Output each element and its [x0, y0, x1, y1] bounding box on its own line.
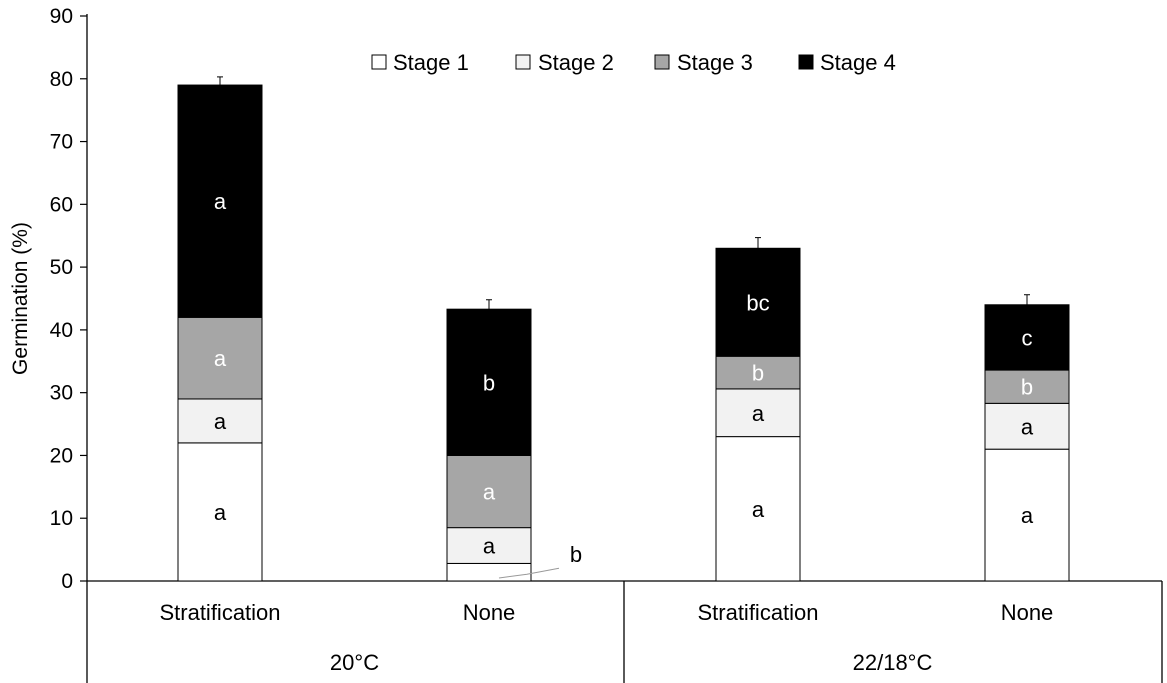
category-label: None — [1001, 600, 1054, 625]
legend-label: Stage 4 — [820, 50, 896, 75]
legend-swatch — [371, 54, 387, 70]
bar-stage-4-segment — [715, 247, 801, 357]
group-label: 20°C — [330, 650, 379, 675]
legend-swatch — [798, 54, 814, 70]
significance-letter: a — [1021, 503, 1034, 528]
category-label: Stratification — [697, 600, 818, 625]
legend-swatch — [654, 54, 670, 70]
significance-letter: a — [752, 401, 765, 426]
bar-stage-3-segment — [715, 355, 801, 390]
significance-letter: a — [752, 497, 765, 522]
bar-stage-1-segment — [446, 562, 532, 582]
significance-letter: a — [483, 480, 496, 505]
bar-stage-1-segment — [715, 436, 801, 582]
significance-letter: a — [1021, 414, 1034, 439]
bar-stage-2-segment — [715, 388, 801, 438]
category-label: None — [463, 600, 516, 625]
callout-line — [498, 567, 560, 579]
significance-letter: a — [214, 409, 227, 434]
category-label: Stratification — [159, 600, 280, 625]
bar-stage-3-segment — [984, 369, 1070, 404]
significance-letter: bc — [746, 290, 769, 315]
significance-letter: b — [570, 542, 582, 567]
bar-stage-3-segment — [177, 316, 263, 400]
y-axis-label: Germination (%) — [9, 222, 32, 375]
y-tick-label: 50 — [50, 256, 73, 279]
legend-label: Stage 1 — [393, 50, 469, 75]
bar-stage-2-segment — [177, 398, 263, 444]
significance-letter: a — [214, 500, 227, 525]
legend-label: Stage 3 — [677, 50, 753, 75]
y-tick-label: 30 — [50, 382, 73, 405]
significance-letter: a — [483, 534, 496, 559]
significance-letter: a — [214, 346, 227, 371]
bar-stage-3-segment — [446, 454, 532, 529]
bar-stage-4-segment — [177, 84, 263, 318]
significance-letter: c — [1022, 325, 1033, 350]
legend-label: Stage 2 — [538, 50, 614, 75]
y-tick-label: 90 — [50, 5, 73, 28]
bar-stage-1-segment — [177, 442, 263, 582]
legend-swatch — [515, 54, 531, 70]
bar-stage-1-segment — [984, 448, 1070, 582]
y-tick-label: 40 — [50, 319, 73, 342]
significance-letter: b — [752, 361, 764, 386]
y-tick-label: 80 — [50, 68, 73, 91]
significance-letter: b — [1021, 375, 1033, 400]
y-tick-label: 0 — [61, 570, 73, 593]
bar-stage-4-segment — [984, 304, 1070, 371]
y-tick-label: 10 — [50, 507, 73, 530]
group-label: 22/18°C — [853, 650, 933, 675]
significance-letter: a — [214, 189, 227, 214]
y-tick-label: 20 — [50, 444, 73, 467]
significance-letter: b — [483, 370, 495, 395]
bar-stage-2-segment — [446, 527, 532, 564]
bar-stage-2-segment — [984, 402, 1070, 450]
y-tick-label: 60 — [50, 193, 73, 216]
y-tick-label: 70 — [50, 131, 73, 154]
